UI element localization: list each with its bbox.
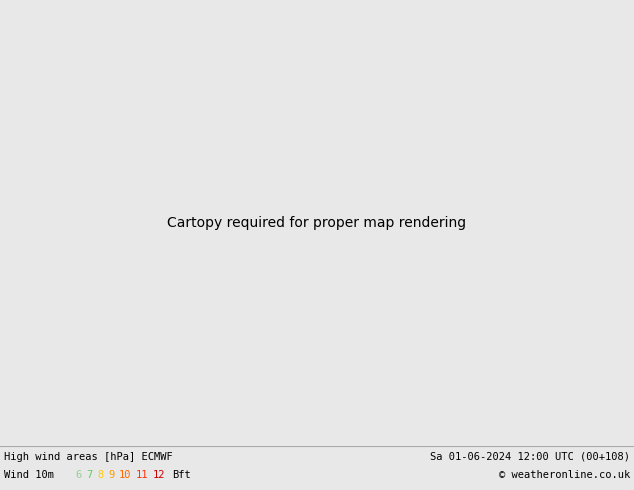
Text: 9: 9 [108,470,114,480]
Text: Bft: Bft [172,470,191,480]
Text: 11: 11 [136,470,148,480]
Text: Wind 10m: Wind 10m [4,470,54,480]
Text: Cartopy required for proper map rendering: Cartopy required for proper map renderin… [167,216,467,230]
Text: 10: 10 [119,470,131,480]
Text: Sa 01-06-2024 12:00 UTC (00+108): Sa 01-06-2024 12:00 UTC (00+108) [430,452,630,462]
Text: 12: 12 [153,470,165,480]
Text: © weatheronline.co.uk: © weatheronline.co.uk [499,470,630,480]
Text: 6: 6 [75,470,81,480]
Text: 7: 7 [86,470,93,480]
Text: High wind areas [hPa] ECMWF: High wind areas [hPa] ECMWF [4,452,172,462]
Text: 8: 8 [97,470,103,480]
